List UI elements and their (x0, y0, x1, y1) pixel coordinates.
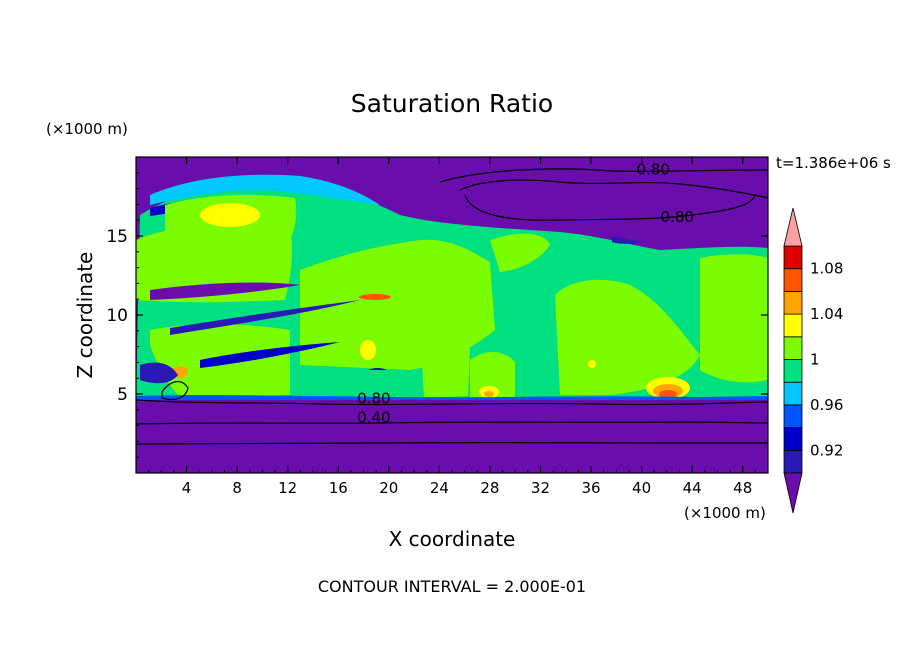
hotspot-19km (359, 294, 391, 300)
x-tick-label: 4 (182, 479, 192, 497)
y-unit-label: (×1000 m) (46, 120, 128, 138)
colorbar-over-triangle (783, 207, 803, 247)
dry-streak-lower-left (140, 362, 178, 384)
x-tick-label: 16 (329, 479, 348, 497)
colorbar-segment (783, 336, 803, 360)
contour-lines (136, 168, 768, 445)
dry-streak-2 (170, 300, 360, 335)
x-axis-label: X coordinate (389, 527, 516, 551)
x-tick-label: 24 (430, 479, 449, 497)
colorbar-under-triangle (783, 472, 803, 514)
x-tick-label: 48 (733, 479, 752, 497)
hotspot-42km-red (659, 390, 677, 398)
colorbar-segment (783, 245, 803, 270)
hotspot-7km-upper (200, 203, 260, 227)
colorbar-tick-label: 1.04 (810, 305, 843, 323)
colorbar-tick-label: 0.92 (810, 441, 843, 459)
contour-line-top-080 (439, 168, 768, 183)
cloud-base-edge (136, 395, 768, 400)
colorbar-segment (783, 290, 803, 315)
contour-line-low (136, 441, 768, 445)
green-zone-mid-right (490, 233, 550, 272)
colorbar-tick-label: 1 (810, 351, 820, 369)
gap-center-low (300, 370, 420, 398)
contour-label: 0.80 (637, 160, 670, 178)
contour-label: 0.80 (661, 208, 694, 226)
lower-dry-layer (136, 398, 768, 473)
colorbar-segment (783, 381, 803, 406)
x-axis-ticks: 4 8 12 16 20 24 28 32 36 40 44 48 (148, 157, 756, 497)
chart-title: Saturation Ratio (351, 89, 553, 118)
x-tick-label: 44 (683, 479, 702, 497)
time-label: t=1.386e+06 s (776, 154, 891, 172)
colorbar: 0.92 0.96 1 1.04 1.08 (783, 207, 843, 514)
y-tick-label: 10 (106, 306, 128, 326)
hotspot-28km-core (484, 391, 494, 397)
x-tick-label: 8 (232, 479, 242, 497)
colorbar-tick-label: 1.08 (810, 260, 843, 278)
y-tick-label: 15 (106, 227, 128, 247)
contour-interval-label: CONTOUR INTERVAL = 2.000E-01 (318, 577, 586, 596)
x-tick-label: 20 (379, 479, 398, 497)
x-tick-label: 28 (480, 479, 499, 497)
colorbar-segment (783, 427, 803, 451)
dry-streak-1 (150, 282, 300, 300)
colorbar-segment (783, 268, 803, 292)
green-zone-left (136, 223, 293, 303)
x-tick-label: 32 (531, 479, 550, 497)
contour-line-upper-080 (459, 179, 768, 221)
colorbar-segment (783, 404, 803, 428)
dry-streak-3 (200, 342, 340, 368)
colorbar-segment (783, 359, 803, 383)
green-zone-center-low (420, 326, 470, 398)
y-axis-label: Z coordinate (73, 252, 97, 379)
green-zone-28 (470, 351, 515, 398)
contour-line-sw-blob (161, 381, 189, 401)
x-tick-label: 36 (581, 479, 600, 497)
contour-label: 0.40 (357, 408, 390, 426)
contour-line-base-080 (136, 399, 768, 406)
gap-between-right-blobs (520, 300, 552, 395)
colorbar-segment (783, 313, 803, 338)
top-dry-zone (380, 157, 768, 248)
saturation-field (136, 157, 768, 473)
y-axis-ticks: 5 10 15 (106, 172, 768, 458)
x-unit-label: (×1000 m) (684, 504, 766, 522)
x-tick-label: 12 (278, 479, 297, 497)
contour-labels: 0.800.800.800.40 (357, 160, 694, 426)
x-tick-label: 40 (632, 479, 651, 497)
upper-cloud-cyan-edge (150, 174, 380, 205)
contour-label: 0.80 (357, 389, 390, 407)
y-tick-label: 5 (117, 385, 128, 405)
hotspot-35km (588, 360, 596, 368)
contour-line-040 (136, 421, 768, 425)
hotspot-18km-mid (360, 340, 376, 360)
colorbar-segment (783, 449, 803, 474)
colorbar-tick-label: 0.96 (810, 396, 843, 414)
green-zone-far-right (700, 254, 768, 383)
